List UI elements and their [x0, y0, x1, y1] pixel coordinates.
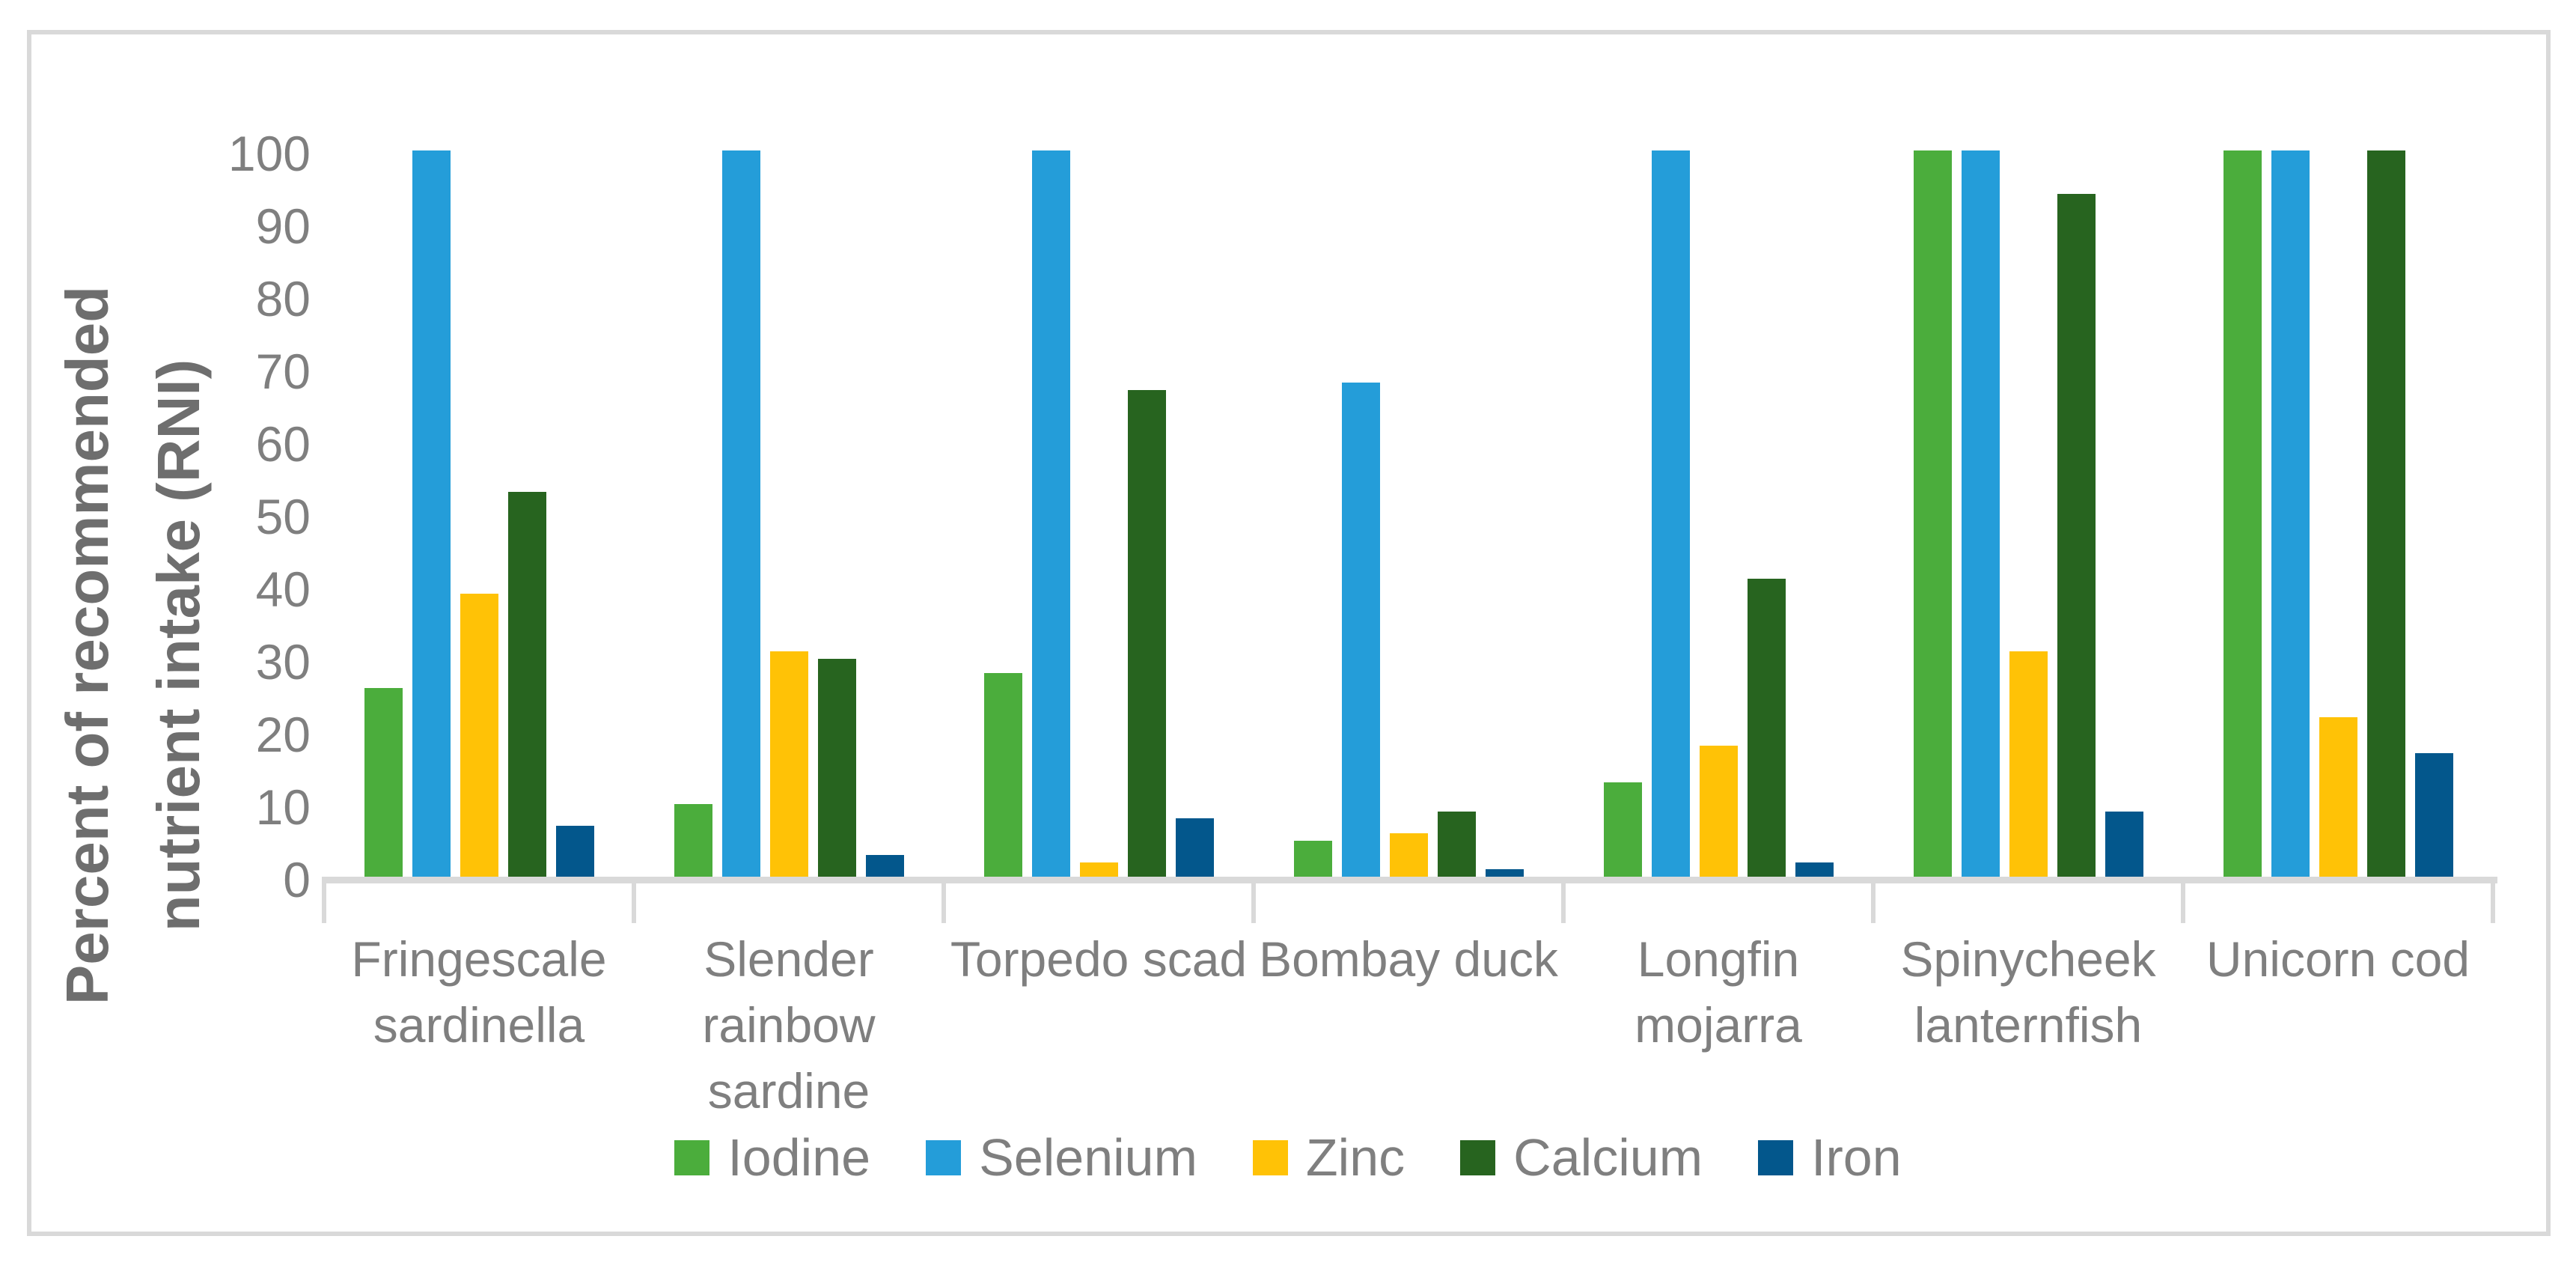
bar-zinc-slender-rainbow-sardine [769, 651, 808, 877]
legend-item-selenium: Selenium [926, 1127, 1197, 1187]
y-tick-label-60: 60 [255, 416, 311, 472]
x-axis-tick [1871, 877, 1875, 923]
bar-selenium-spinycheek-lanternfish [1961, 150, 2000, 877]
chart-legend: Iodine Selenium Zinc Calcium Iron [0, 1127, 2576, 1187]
legend-label-iodine: Iodine [727, 1128, 871, 1187]
bar-iodine-spinycheek-lanternfish [1913, 150, 1952, 877]
legend-label-calcium: Calcium [1513, 1128, 1703, 1187]
bar-zinc-bombay-duck [1389, 833, 1428, 877]
legend-item-iron: Iron [1758, 1127, 1902, 1187]
x-axis-tick [1251, 877, 1256, 923]
legend-label-selenium: Selenium [979, 1128, 1197, 1187]
y-tick-label-10: 10 [255, 779, 311, 835]
legend-label-iron: Iron [1811, 1128, 1902, 1187]
bar-zinc-spinycheek-lanternfish [2009, 651, 2048, 877]
x-axis-tick [2181, 877, 2185, 923]
bar-selenium-unicorn-cod [2271, 150, 2310, 877]
bar-group-unicorn-cod [2183, 150, 2493, 877]
bar-iron-longfin-mojarra [1795, 862, 1834, 877]
x-label-torpedo-scad: Torpedo scad [950, 931, 1248, 987]
legend-swatch-calcium [1460, 1139, 1496, 1175]
x-label-slender-rainbow-sardine: Slender rainbow sardine [702, 931, 876, 1119]
y-tick-label-30: 30 [255, 634, 311, 690]
bar-iron-spinycheek-lanternfish [2105, 811, 2143, 877]
y-tick-label-50: 50 [255, 489, 311, 544]
bar-calcium-torpedo-scad [1127, 390, 1166, 877]
bar-iodine-bombay-duck [1293, 840, 1332, 877]
bar-calcium-slender-rainbow-sardine [817, 659, 856, 877]
bar-selenium-torpedo-scad [1031, 150, 1070, 877]
bar-selenium-fringescale-sardinella [412, 150, 451, 877]
bar-group-bombay-duck [1254, 150, 1563, 877]
bar-iron-torpedo-scad [1175, 818, 1214, 877]
bar-iron-slender-rainbow-sardine [865, 854, 904, 877]
y-tick-label-40: 40 [255, 561, 311, 617]
bar-iron-bombay-duck [1485, 869, 1524, 877]
bar-iron-unicorn-cod [2414, 753, 2453, 877]
y-tick-label-0: 0 [283, 852, 311, 907]
bar-group-torpedo-scad [944, 150, 1254, 877]
x-label-bombay-duck: Bombay duck [1259, 931, 1558, 987]
bar-zinc-fringescale-sardinella [460, 593, 498, 877]
bar-iron-fringescale-sardinella [555, 826, 594, 877]
bar-calcium-spinycheek-lanternfish [2057, 194, 2096, 877]
legend-swatch-zinc [1252, 1139, 1288, 1175]
legend-swatch-iron [1758, 1139, 1793, 1175]
x-label-unicorn-cod: Unicorn cod [2206, 931, 2470, 987]
x-label-longfin-mojarra: Longfin mojarra [1635, 931, 1802, 1053]
bar-calcium-longfin-mojarra [1747, 579, 1786, 877]
legend-swatch-selenium [926, 1139, 962, 1175]
bar-group-longfin-mojarra [1563, 150, 1873, 877]
x-axis-tick [1561, 877, 1566, 923]
x-axis-tick [941, 877, 946, 923]
bar-iodine-unicorn-cod [2223, 150, 2262, 877]
legend-item-calcium: Calcium [1460, 1127, 1703, 1187]
legend-item-iodine: Iodine [674, 1127, 870, 1187]
y-tick-label-70: 70 [255, 344, 311, 399]
bar-group-slender-rainbow-sardine [634, 150, 944, 877]
x-axis-tick [2491, 877, 2495, 923]
y-tick-label-90: 90 [255, 198, 311, 254]
bar-iodine-fringescale-sardinella [364, 687, 403, 877]
legend-swatch-iodine [674, 1139, 710, 1175]
x-axis-category-labels: Fringescale sardinella Slender rainbow sardi… [324, 926, 2493, 1124]
y-tick-label-100: 100 [228, 126, 311, 181]
bar-calcium-bombay-duck [1437, 811, 1476, 877]
bar-zinc-longfin-mojarra [1699, 746, 1738, 877]
y-tick-label-20: 20 [255, 707, 311, 762]
x-axis-tick [632, 877, 636, 923]
bar-calcium-unicorn-cod [2366, 150, 2405, 877]
bar-group-spinycheek-lanternfish [1873, 150, 2183, 877]
y-axis-title: Percent of recommended nutrient intake (R… [54, 285, 212, 1005]
bar-selenium-slender-rainbow-sardine [721, 150, 760, 877]
x-label-fringescale-sardinella: Fringescale sardinella [351, 931, 607, 1053]
x-label-spinycheek-lanternfish: Spinycheek lanternfish [1900, 931, 2156, 1053]
y-tick-label-80: 80 [255, 271, 311, 326]
bar-iodine-longfin-mojarra [1603, 782, 1642, 877]
bar-selenium-longfin-mojarra [1651, 150, 1690, 877]
bar-calcium-fringescale-sardinella [507, 491, 546, 877]
bar-iodine-slender-rainbow-sardine [674, 804, 712, 877]
legend-label-zinc: Zinc [1305, 1128, 1405, 1187]
bar-zinc-torpedo-scad [1079, 862, 1118, 877]
legend-item-zinc: Zinc [1252, 1127, 1405, 1187]
bar-zinc-unicorn-cod [2319, 716, 2357, 877]
bar-selenium-bombay-duck [1341, 383, 1380, 877]
bar-iodine-torpedo-scad [983, 673, 1022, 877]
x-axis-tick [322, 877, 326, 923]
bar-group-fringescale-sardinella [324, 150, 634, 877]
plot-area [324, 150, 2493, 877]
x-axis-line [322, 877, 2497, 883]
